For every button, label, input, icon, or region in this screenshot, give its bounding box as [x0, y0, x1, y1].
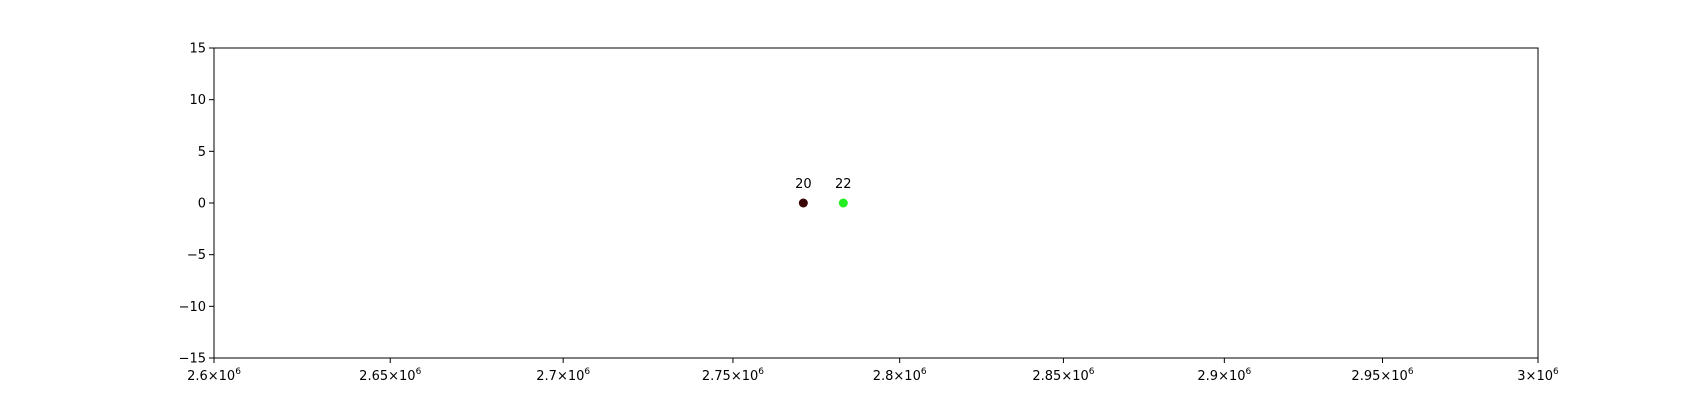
x-tick-times: ×10 [388, 369, 415, 384]
x-tick-mantissa: 2.65 [359, 369, 388, 384]
y-tick-label: 10 [189, 93, 206, 108]
x-tick-exponent: 6 [1089, 367, 1095, 377]
x-tick-label: 2.6×106 [187, 367, 241, 384]
x-tick-mantissa: 2.95 [1351, 369, 1380, 384]
y-tick-label: 5 [198, 145, 206, 160]
x-tick-exponent: 6 [1553, 367, 1559, 377]
x-tick-times: ×10 [893, 369, 920, 384]
y-tick-label: −5 [187, 248, 206, 263]
data-point [838, 198, 848, 208]
data-point-label: 20 [795, 177, 812, 192]
x-tick-mantissa: 2.7 [536, 369, 557, 384]
x-tick-label: 2.8×106 [873, 367, 927, 384]
data-points: 20 22 [795, 177, 852, 208]
x-tick-times: ×10 [1526, 369, 1553, 384]
x-tick-exponent: 6 [235, 367, 241, 377]
plot-frame [213, 47, 1539, 359]
x-tick-mantissa: 2.9 [1197, 369, 1218, 384]
x-tick-exponent: 6 [416, 367, 422, 377]
x-tick-mantissa: 2.8 [873, 369, 894, 384]
y-tick-label: 15 [189, 42, 206, 57]
x-tick-times: ×10 [1061, 369, 1088, 384]
x-tick-label: 2.95×106 [1351, 367, 1413, 384]
y-axis: 15 10 5 0 −5 −10 −15 [179, 42, 214, 367]
x-tick-times: ×10 [731, 369, 758, 384]
x-tick-label: 2.9×106 [1197, 367, 1251, 384]
data-point [798, 198, 808, 208]
x-tick-mantissa: 2.85 [1032, 369, 1061, 384]
x-tick-times: ×10 [1218, 369, 1245, 384]
x-tick-label: 3×106 [1517, 367, 1559, 384]
y-tick-label: 0 [198, 197, 206, 212]
y-tick-label: −15 [179, 352, 206, 367]
x-tick-mantissa: 2.6 [187, 369, 208, 384]
x-tick-label: 2.75×106 [702, 367, 764, 384]
x-tick-label: 2.65×106 [359, 367, 421, 384]
x-tick-label: 2.7×106 [536, 367, 590, 384]
x-tick-exponent: 6 [758, 367, 764, 377]
x-tick-mantissa: 2.75 [702, 369, 731, 384]
x-tick-label: 2.85×106 [1032, 367, 1094, 384]
x-tick-times: ×10 [1380, 369, 1407, 384]
data-point-label: 22 [835, 177, 852, 192]
x-axis: 2.6×106 2.65×106 2.7×106 2.75×106 2.8×106 2.8… [187, 358, 1559, 384]
x-tick-exponent: 6 [584, 367, 590, 377]
x-tick-exponent: 6 [1408, 367, 1414, 377]
x-tick-times: ×10 [557, 369, 584, 384]
y-tick-label: −10 [179, 300, 206, 315]
x-tick-exponent: 6 [921, 367, 927, 377]
x-tick-exponent: 6 [1246, 367, 1252, 377]
x-tick-mantissa: 3 [1517, 369, 1525, 384]
x-tick-times: ×10 [208, 369, 235, 384]
